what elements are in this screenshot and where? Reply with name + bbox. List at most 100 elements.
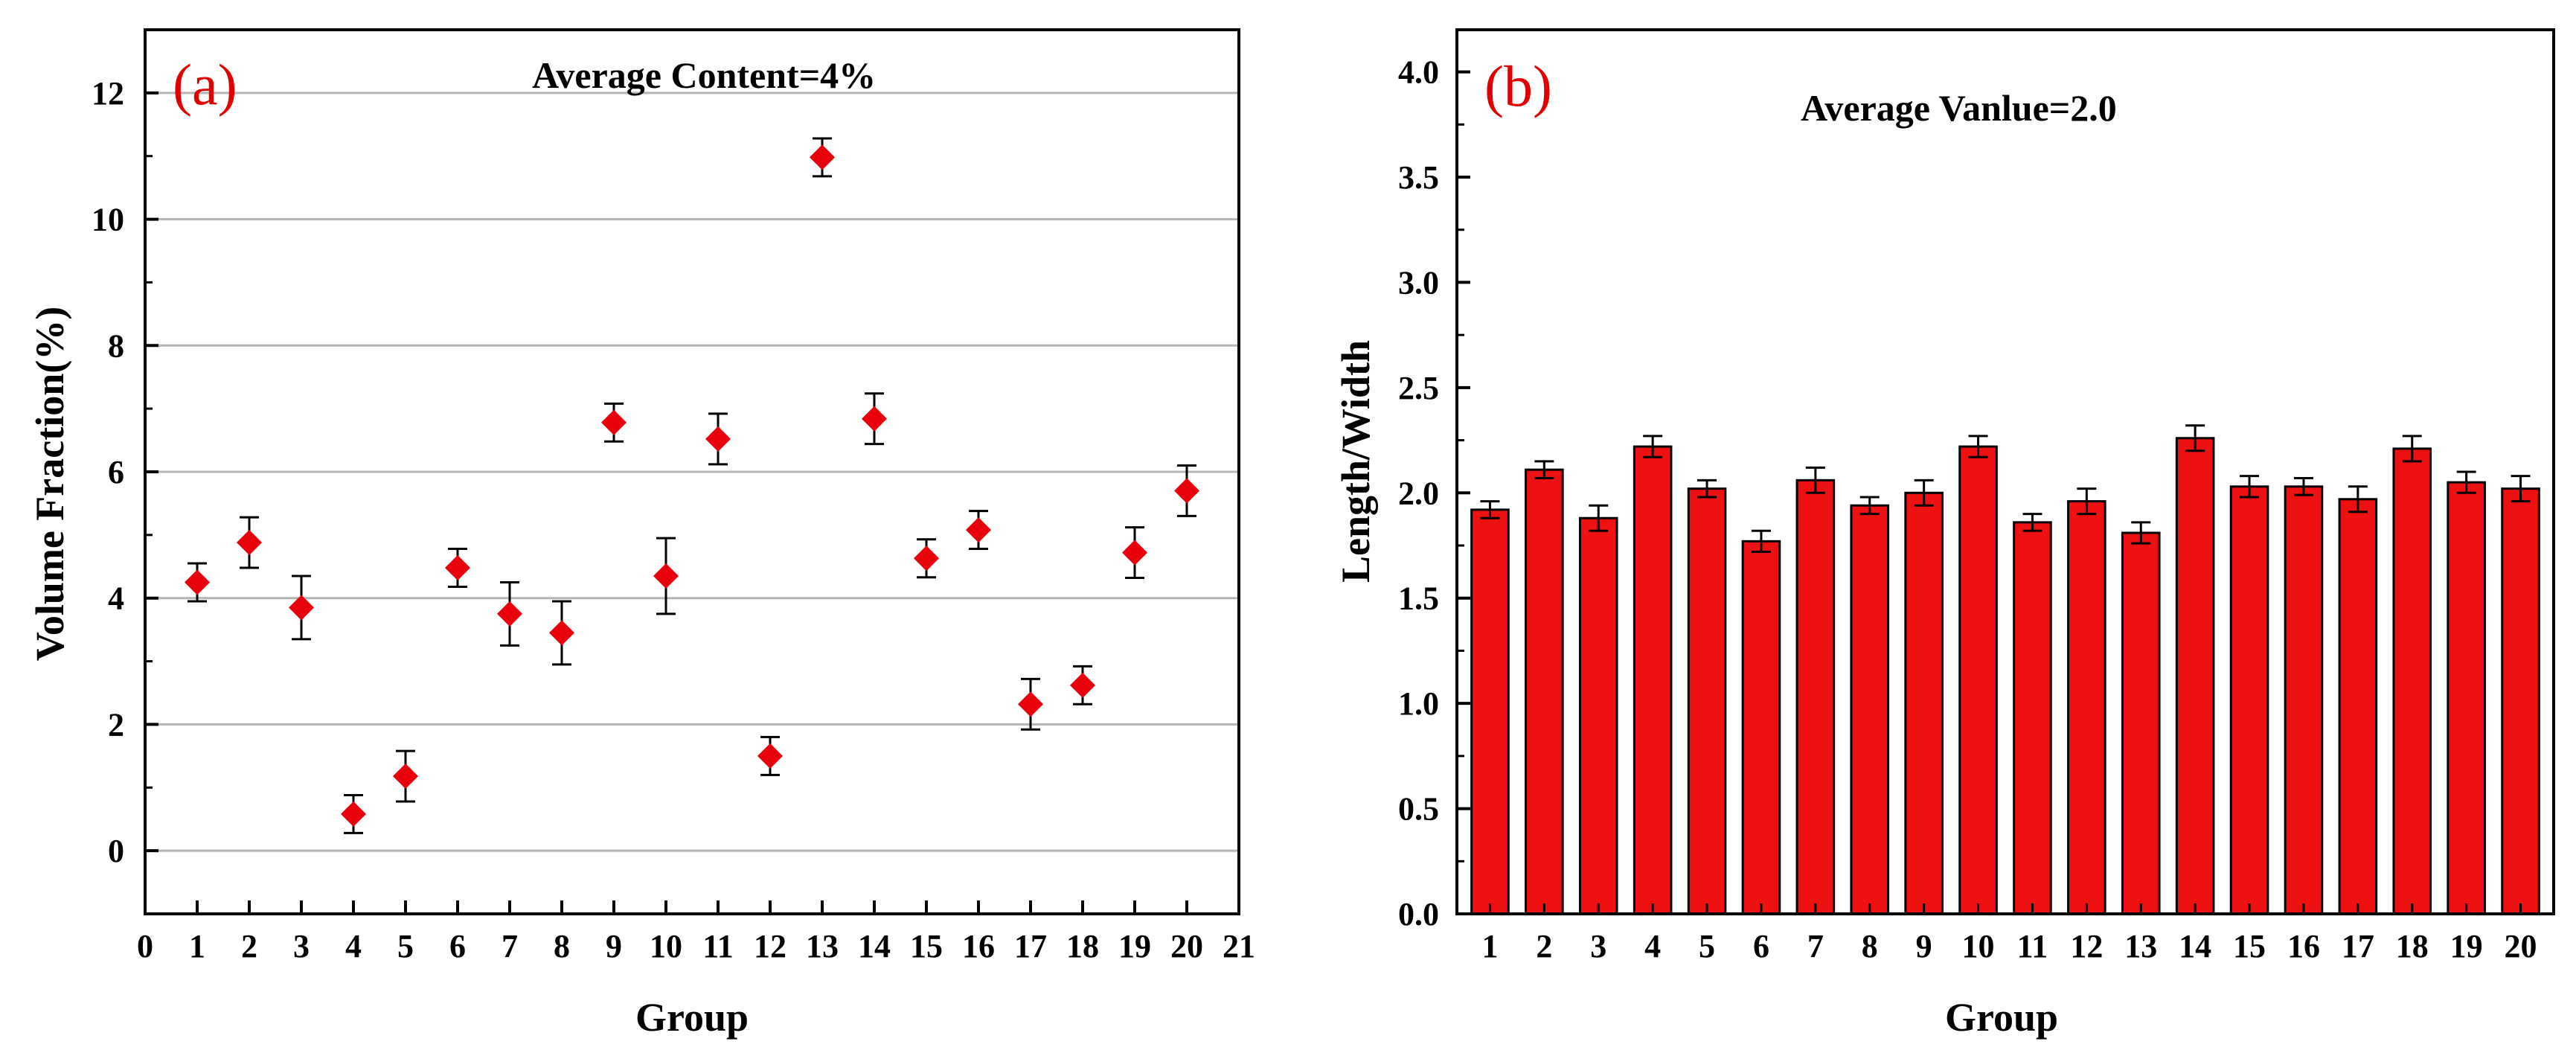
chart-b-y-tick-label: 3.5 <box>1398 159 1439 196</box>
chart-b-bar <box>2284 485 2324 915</box>
chart-a-x-tick-label: 21 <box>1223 928 1255 964</box>
chart-b-x-axis-title: Group <box>1945 995 2058 1040</box>
chart-b-bar <box>1850 504 1890 915</box>
chart-a-x-tick-label: 19 <box>1118 928 1151 964</box>
chart-b-y-tick-label: 1.0 <box>1398 685 1439 722</box>
chart-a-diamond-marker <box>810 144 835 170</box>
chart-b-x-tick-label: 15 <box>2233 928 2266 964</box>
chart-b-x-ticks: 1 2 3 4 5 6 7 8 9 10 11 12 13 14 15 16 17 18 19 20 <box>1481 903 2537 964</box>
chart-b-bar <box>2121 531 2161 915</box>
chart-a-point <box>237 516 262 569</box>
chart-a-point <box>497 581 522 647</box>
chart-b-x-tick-label: 18 <box>2396 928 2429 964</box>
chart-a-x-tick-label: 10 <box>650 928 682 964</box>
chart-b-bar-group <box>1741 529 1781 915</box>
chart-a-diamond-marker <box>1070 672 1095 698</box>
chart-a-point <box>341 793 366 834</box>
chart-a-diamond-marker <box>757 743 783 769</box>
chart-b-bar-group <box>2501 475 2540 915</box>
chart-a-x-axis-title: Group <box>635 995 749 1040</box>
chart-b-y-tick-label: 3.0 <box>1398 264 1439 301</box>
chart-b-x-tick-label: 14 <box>2179 928 2211 964</box>
chart-a-diamond-marker <box>549 620 574 646</box>
chart-b-bars <box>1470 424 2540 915</box>
chart-a-x-tick-label: 6 <box>449 928 466 964</box>
chart-a-panel-label: (a) <box>173 52 237 117</box>
chart-b-annotation: Average Vanlue=2.0 <box>1801 87 2117 129</box>
chart-b-bar-group <box>1470 500 1510 915</box>
chart-b-bar-group <box>2067 487 2106 915</box>
chart-b-bar <box>2013 521 2052 915</box>
chart-a-point <box>914 538 939 579</box>
chart-b-bar <box>1904 491 1944 915</box>
chart-a-diamond-marker <box>445 554 470 580</box>
chart-b-panel-label: (b) <box>1484 54 1552 118</box>
chart-a-y-tick-label: 10 <box>92 202 124 238</box>
chart-b-bar-group <box>2229 475 2269 915</box>
chart-b-x-tick-label: 8 <box>1862 928 1878 964</box>
chart-b-y-tick-label: 2.5 <box>1398 370 1439 406</box>
chart-b-bar-group <box>2284 476 2324 915</box>
chart-b-x-tick-label: 4 <box>1644 928 1661 964</box>
chart-a-point <box>966 510 991 551</box>
chart-a-point <box>705 412 731 466</box>
chart-b-bar-group <box>1633 435 1673 915</box>
chart-b-x-tick-label: 13 <box>2124 928 2157 964</box>
chart-a-diamond-marker <box>497 601 522 627</box>
chart-a-x-tick-label: 14 <box>858 928 891 964</box>
chart-a-y-axis-title: Volume Fraction(%) <box>28 307 72 661</box>
chart-a-diamond-marker <box>289 595 314 621</box>
chart-b-x-tick-label: 5 <box>1699 928 1715 964</box>
chart-a-point <box>653 537 679 615</box>
chart-a-point <box>810 137 835 178</box>
chart-a-diamond-marker <box>1018 691 1043 717</box>
chart-b-x-tick-label: 9 <box>1916 928 1932 964</box>
chart-b-bar-group <box>2013 513 2052 915</box>
chart-b-bar <box>2447 481 2486 915</box>
chart-b-x-tick-label: 3 <box>1590 928 1606 964</box>
chart-a-point <box>549 600 574 666</box>
chart-a-y-tick-label: 2 <box>108 706 124 743</box>
chart-b-bar <box>2392 447 2432 915</box>
chart-b-y-tick-label: 0.0 <box>1398 896 1439 932</box>
chart-a-annotation: Average Content=4% <box>532 54 876 96</box>
chart-b-bar-group <box>1525 460 1564 915</box>
chart-a-x-tick-label: 2 <box>241 928 257 964</box>
chart-a-point <box>1174 464 1199 517</box>
chart-a-y-tick-label: 6 <box>108 454 124 490</box>
chart-b-bar <box>2067 500 2106 915</box>
chart-a-diamond-marker <box>601 409 627 435</box>
chart-a-gridlines <box>145 92 1239 852</box>
chart-a-point <box>185 562 210 603</box>
chart-a-x-tick-label: 9 <box>606 928 622 964</box>
chart-a-x-tick-label: 7 <box>502 928 518 964</box>
chart-b-bar-group <box>1958 435 1998 915</box>
chart-b-x-tick-label: 12 <box>2070 928 2103 964</box>
chart-b-bar-group <box>2447 470 2486 915</box>
chart-b-bar-group <box>2392 435 2432 915</box>
chart-a-diamond-marker <box>966 517 991 543</box>
chart-a-x-tick-label: 1 <box>189 928 205 964</box>
chart-a-x-tick-label: 8 <box>554 928 570 964</box>
chart-a-diamond-marker <box>914 545 939 572</box>
chart-a-point <box>445 548 470 588</box>
chart-b-bar <box>2501 487 2540 915</box>
chart-a-plot-frame <box>144 28 1240 915</box>
chart-a-diamond-marker <box>341 801 366 827</box>
chart-a-diamond-marker <box>1174 478 1199 504</box>
chart-b-bar <box>1795 479 1836 915</box>
chart-a-diamond-marker <box>1122 540 1147 566</box>
chart-b-x-tick-label: 16 <box>2287 928 2320 964</box>
chart-b-bar-group <box>1795 466 1836 915</box>
chart-a-x-tick-label: 13 <box>806 928 839 964</box>
chart-a-x-tick-label: 11 <box>702 928 734 964</box>
chart-b-y-axis-title: Length/Width <box>1333 340 1378 583</box>
chart-b-x-tick-label: 20 <box>2505 928 2537 964</box>
chart-a-x-tick-label: 17 <box>1014 928 1047 964</box>
chart-b-x-tick-label: 10 <box>1962 928 1995 964</box>
chart-b-length-width: 0.00.51.01.52.02.53.03.54.0 1 2 3 4 5 6 7 8 9 10 1… <box>1333 28 2555 1040</box>
chart-b-x-tick-label: 1 <box>1481 928 1498 964</box>
chart-a-x-tick-label: 12 <box>754 928 786 964</box>
chart-a-x-tick-label: 0 <box>137 928 153 964</box>
